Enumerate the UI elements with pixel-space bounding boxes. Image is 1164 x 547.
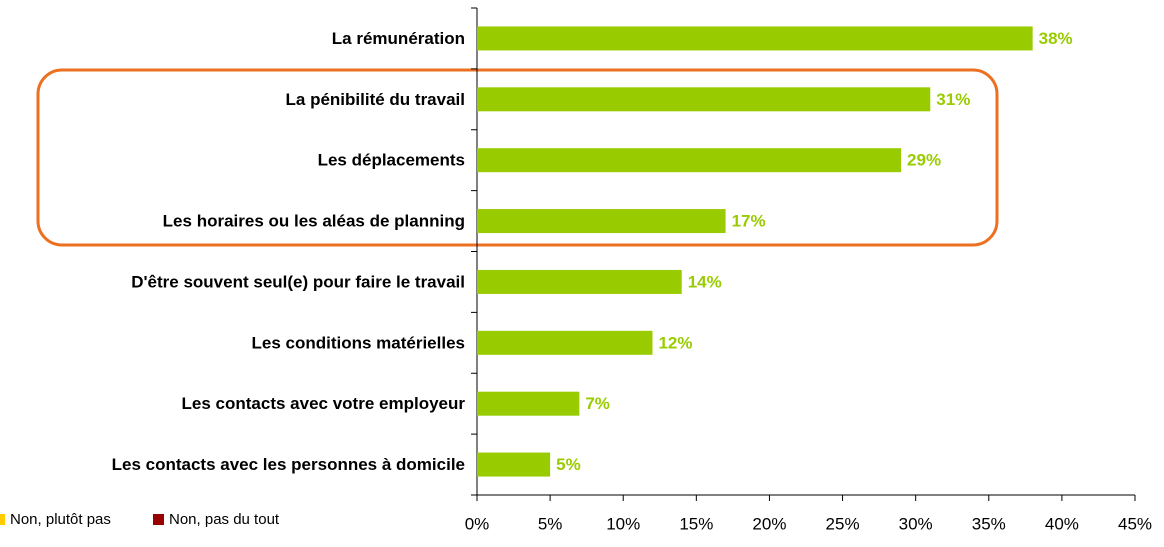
x-tick-label: 20%	[752, 514, 786, 533]
legend-label: Non, plutôt pas	[10, 511, 111, 528]
x-tick-label: 0%	[465, 514, 490, 533]
bar	[477, 209, 726, 234]
category-label: La pénibilité du travail	[286, 90, 465, 109]
category-label: Les horaires ou les aléas de planning	[163, 212, 465, 231]
x-tick-label: 40%	[1045, 514, 1079, 533]
value-label: 38%	[1039, 29, 1073, 48]
highlight-box	[36, 68, 999, 247]
category-label: Les déplacements	[318, 151, 465, 170]
bar	[477, 26, 1033, 51]
value-label: 5%	[556, 455, 581, 474]
bar	[477, 452, 551, 477]
x-tick-label: 10%	[606, 514, 640, 533]
category-label: D'être souvent seul(e) pour faire le tra…	[131, 272, 465, 291]
value-label: 12%	[658, 333, 692, 352]
bar	[477, 148, 902, 173]
x-tick-label: 25%	[826, 514, 860, 533]
category-label: Les contacts avec les personnes à domici…	[112, 455, 465, 474]
category-label: La rémunération	[332, 29, 465, 48]
x-tick-label: 5%	[538, 514, 563, 533]
value-label: 17%	[732, 212, 766, 231]
value-label: 7%	[585, 394, 610, 413]
x-tick-label: 35%	[972, 514, 1006, 533]
bar	[477, 269, 682, 294]
category-label: Les conditions matérielles	[251, 333, 465, 352]
legend-label: Non, pas du tout	[169, 511, 280, 528]
value-label: 29%	[907, 151, 941, 170]
x-tick-label: 30%	[899, 514, 933, 533]
bar	[477, 391, 580, 416]
value-label: 31%	[936, 90, 970, 109]
category-label: Les contacts avec votre employeur	[182, 394, 466, 413]
value-label: 14%	[688, 272, 722, 291]
legend-swatch	[0, 514, 5, 525]
bar	[477, 330, 653, 355]
legend-swatch	[153, 514, 164, 525]
x-tick-label: 15%	[679, 514, 713, 533]
x-tick-label: 45%	[1118, 514, 1152, 533]
bar	[477, 87, 931, 112]
